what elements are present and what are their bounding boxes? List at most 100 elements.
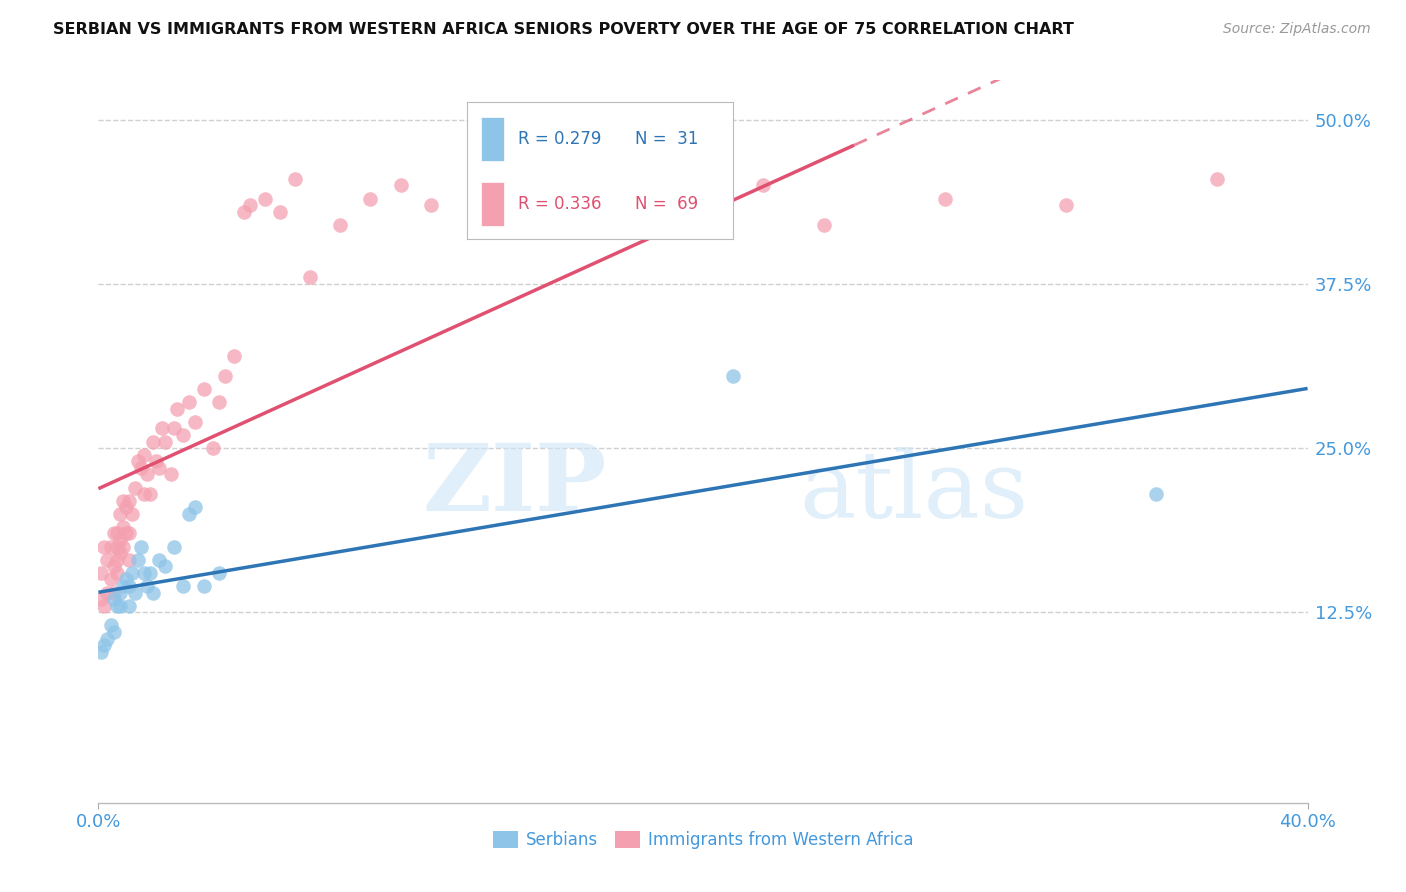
Point bbox=[184, 500, 207, 515]
Point bbox=[127, 553, 149, 567]
Point bbox=[208, 566, 231, 580]
Text: ZIP: ZIP bbox=[422, 440, 606, 530]
Point bbox=[172, 428, 194, 442]
Point bbox=[1054, 198, 1077, 212]
Point bbox=[139, 566, 162, 580]
Point bbox=[105, 599, 128, 613]
Point bbox=[723, 368, 745, 383]
Point bbox=[139, 487, 162, 501]
Point bbox=[166, 401, 188, 416]
Point bbox=[179, 507, 201, 521]
Point bbox=[299, 270, 322, 285]
Point bbox=[1144, 487, 1167, 501]
Point bbox=[602, 171, 624, 186]
Point bbox=[90, 566, 112, 580]
Point bbox=[253, 192, 276, 206]
Point bbox=[1206, 171, 1229, 186]
Point bbox=[114, 526, 136, 541]
Point bbox=[121, 566, 143, 580]
Point bbox=[103, 592, 125, 607]
Text: Source: ZipAtlas.com: Source: ZipAtlas.com bbox=[1223, 22, 1371, 37]
Point bbox=[284, 171, 307, 186]
Point bbox=[103, 526, 125, 541]
Point bbox=[329, 218, 352, 232]
Point bbox=[100, 573, 122, 587]
Point bbox=[111, 493, 134, 508]
Point bbox=[96, 632, 118, 646]
Point bbox=[105, 553, 128, 567]
Point bbox=[389, 178, 412, 193]
Point bbox=[148, 460, 170, 475]
Point bbox=[129, 460, 152, 475]
Point bbox=[163, 421, 186, 435]
Point bbox=[184, 415, 207, 429]
Point bbox=[813, 218, 835, 232]
Point bbox=[105, 540, 128, 554]
Point bbox=[96, 585, 118, 599]
Point bbox=[239, 198, 262, 212]
Point bbox=[193, 579, 215, 593]
Point bbox=[132, 566, 155, 580]
Point bbox=[108, 599, 131, 613]
Point bbox=[118, 553, 141, 567]
Point bbox=[208, 395, 231, 409]
Point bbox=[105, 566, 128, 580]
Point bbox=[540, 204, 562, 219]
Point bbox=[150, 421, 173, 435]
Point bbox=[100, 618, 122, 632]
Point bbox=[269, 204, 291, 219]
Point bbox=[118, 579, 141, 593]
Point bbox=[114, 573, 136, 587]
Point bbox=[153, 559, 176, 574]
Point bbox=[692, 192, 714, 206]
Point bbox=[124, 481, 146, 495]
Point bbox=[124, 585, 146, 599]
Point bbox=[202, 441, 225, 455]
Point bbox=[420, 198, 443, 212]
Point bbox=[153, 434, 176, 449]
Point bbox=[103, 625, 125, 640]
Text: SERBIAN VS IMMIGRANTS FROM WESTERN AFRICA SENIORS POVERTY OVER THE AGE OF 75 COR: SERBIAN VS IMMIGRANTS FROM WESTERN AFRIC… bbox=[53, 22, 1074, 37]
Point bbox=[111, 579, 134, 593]
Point bbox=[148, 553, 170, 567]
Point bbox=[90, 592, 112, 607]
Point bbox=[193, 382, 215, 396]
Point bbox=[118, 526, 141, 541]
Point bbox=[172, 579, 194, 593]
Point bbox=[132, 487, 155, 501]
Point bbox=[934, 192, 956, 206]
Point bbox=[108, 507, 131, 521]
Point bbox=[129, 540, 152, 554]
Point bbox=[135, 467, 157, 482]
Point bbox=[142, 585, 165, 599]
Point bbox=[118, 493, 141, 508]
Point bbox=[103, 559, 125, 574]
Point bbox=[108, 546, 131, 560]
Point bbox=[163, 540, 186, 554]
Legend: Serbians, Immigrants from Western Africa: Serbians, Immigrants from Western Africa bbox=[486, 824, 920, 856]
Point bbox=[105, 526, 128, 541]
Point bbox=[108, 585, 131, 599]
Point bbox=[752, 178, 775, 193]
Point bbox=[127, 454, 149, 468]
Point bbox=[100, 540, 122, 554]
Point bbox=[160, 467, 183, 482]
Point bbox=[142, 434, 165, 449]
Point bbox=[121, 507, 143, 521]
Point bbox=[114, 500, 136, 515]
Point bbox=[96, 553, 118, 567]
Point bbox=[145, 454, 167, 468]
Text: atlas: atlas bbox=[800, 447, 1029, 537]
Point bbox=[103, 585, 125, 599]
Point bbox=[108, 533, 131, 547]
Point bbox=[214, 368, 236, 383]
Point bbox=[232, 204, 254, 219]
Point bbox=[90, 645, 112, 659]
Point bbox=[93, 599, 115, 613]
Point bbox=[111, 540, 134, 554]
Point bbox=[111, 520, 134, 534]
Point bbox=[224, 349, 246, 363]
Point bbox=[93, 540, 115, 554]
Point bbox=[118, 599, 141, 613]
Point bbox=[135, 579, 157, 593]
